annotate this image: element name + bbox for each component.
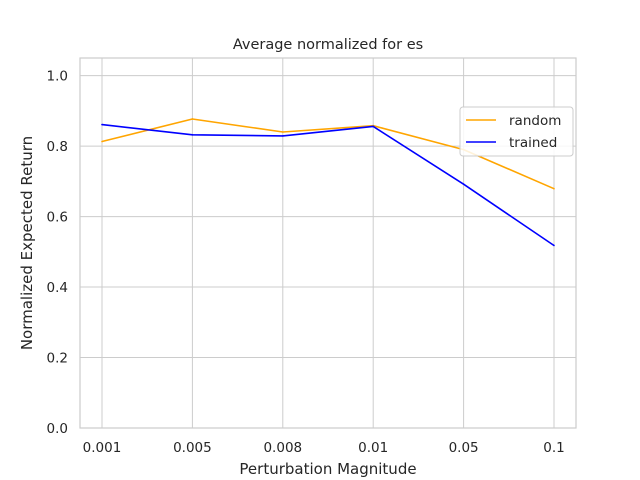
legend-label-trained: trained: [509, 135, 557, 151]
y-tick-label: 0.2: [47, 351, 68, 367]
data-point-trained: [553, 244, 555, 247]
legend-label-random: random: [509, 113, 561, 129]
y-tick-label: 0.0: [47, 421, 68, 437]
data-point-trained: [462, 183, 465, 185]
x-tick-label: 0.008: [263, 440, 302, 456]
data-point-random: [553, 187, 555, 190]
y-tick-label: 0.8: [47, 139, 68, 155]
y-tick-label: 0.6: [47, 210, 68, 226]
legend: random trained: [459, 106, 574, 157]
data-point-trained: [101, 123, 103, 126]
data-point-random: [191, 118, 194, 120]
data-point-trained: [282, 135, 284, 137]
x-tick-labels: 0.001 0.005 0.008 0.01 0.05 0.1: [83, 440, 565, 456]
series-line-trained: [101, 123, 555, 247]
y-tick-label: 1.0: [47, 69, 68, 85]
x-tick-label: 0.01: [358, 440, 388, 456]
plot-frame: [79, 57, 577, 429]
y-axis-label: Normalized Expected Return: [18, 136, 36, 350]
y-tick-label: 0.4: [47, 280, 68, 296]
data-point-trained: [191, 134, 194, 136]
data-point-random: [101, 140, 103, 143]
x-tick-label: 0.005: [173, 440, 212, 456]
data-point-random: [282, 131, 284, 133]
x-tick-label: 0.05: [449, 440, 479, 456]
x-tick-label: 0.001: [83, 440, 122, 456]
x-tick-label: 0.1: [543, 440, 564, 456]
y-tick-labels: 0.0 0.2 0.4 0.6 0.8 1.0: [47, 69, 68, 437]
data-point-trained: [372, 125, 375, 128]
chart-title: Average normalized for es: [233, 37, 423, 53]
x-axis-label: Perturbation Magnitude: [239, 460, 416, 478]
